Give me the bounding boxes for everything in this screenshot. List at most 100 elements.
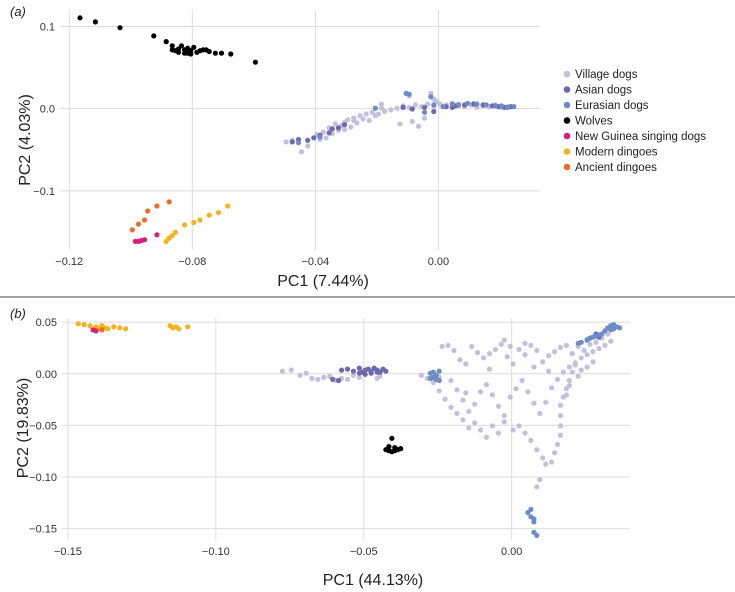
panel-b-point-village-dogs [486,351,493,357]
panel-b-label: (b) [10,306,26,321]
panel-a-point-village-dogs [422,115,428,121]
panel-b-point-asian-dogs [339,367,345,373]
panel-b-ylabel: PC2 (19.83%) [15,378,32,479]
panel-a-point-eurasian-dogs [483,102,489,108]
panel-b-point-asian-dogs [330,376,336,382]
legend-marker [563,101,571,109]
panel-a-xlabel: PC1 (7.44%) [277,273,369,290]
panel-a-xtick-label: 0.00 [428,256,449,268]
panel-b-point-eurasian-dogs [534,532,540,539]
panel-b-point-village-dogs [537,410,543,417]
panel-b-point-village-dogs [608,338,614,344]
panel-a-point-village-dogs [415,123,422,129]
panel-a-point-village-dogs [378,101,385,107]
panel-b-point-village-dogs [596,345,602,352]
panel-a-point-village-dogs [397,121,403,127]
legend-label: Eurasian dogs [575,100,649,112]
panel-b-point-village-dogs [578,367,584,373]
panel-b-point-asian-dogs [383,368,389,374]
panel-b-point-village-dogs [495,430,501,436]
panel-b-point-village-dogs [516,423,522,429]
panel-b-point-village-dogs [560,369,567,375]
panel-a-label: (a) [10,4,26,19]
panel-b-point-village-dogs [537,477,543,483]
panel-a-points [77,15,517,244]
panel-b-point-wolves [386,444,392,450]
panel-b-point-village-dogs [492,346,498,353]
panel-b-point-eurasian-dogs [531,519,537,525]
panel-b-point-village-dogs [569,369,575,375]
panel-b-point-village-dogs [501,337,507,343]
panel-b-point-village-dogs [587,341,593,347]
panel-a-point-village-dogs [298,149,305,155]
panel-b-point-village-dogs [584,352,590,358]
panel-b-point-village-dogs [510,361,516,367]
panel-b-point-eurasian-dogs [436,377,442,384]
panel-b-point-village-dogs [522,340,528,346]
panel-b-point-asian-dogs [356,370,362,376]
panel-b-point-village-dogs [472,401,478,407]
panel-a-point-asian-dogs [335,125,342,131]
panel-a-point-modern-dingoes [197,217,203,223]
panel-b-point-eurasian-dogs [608,327,614,333]
panel-b-point-village-dogs [540,455,546,461]
panel-a-point-village-dogs [394,105,400,111]
panel-a-point-asian-dogs [289,139,295,145]
panel-a-point-eurasian-dogs [492,103,498,109]
panel-a-point-wolves [191,44,197,51]
panel-b-point-village-dogs [466,408,472,414]
panel-a-point-village-dogs [332,121,338,127]
panel-b-xlabel: PC1 (44.13%) [323,572,424,589]
panel-b-point-village-dogs [350,372,356,378]
panel-b-point-village-dogs [546,368,552,374]
panel-b-point-village-dogs [549,385,555,391]
panel-a-point-wolves [203,47,209,53]
panel-b-point-village-dogs [557,402,564,408]
panel-a-point-modern-dingoes [169,233,175,239]
legend-label: Modern dingoes [575,147,658,159]
panel-b-ytick-label: 0.00 [36,369,57,381]
panel-b-point-village-dogs [516,346,522,353]
panel-b-point-village-dogs [454,387,460,393]
panel-b-point-village-dogs [566,377,573,384]
panel-a-xtick-label: −0.08 [178,256,206,268]
panel-a-point-wolves [175,49,182,55]
panel-b-point-wolves [398,446,404,452]
panel-b-point-modern-dingoes [176,326,182,332]
panel-b-point-village-dogs [451,347,457,354]
panel-b-ytick-label: 0.05 [36,317,57,329]
panel-b-xtick-label: −0.05 [350,546,378,558]
panel-a-ticks: −0.12 −0.08 −0.04 0.00 0.1 0.0 −0.1 [33,21,449,268]
panel-b-point-modern-dingoes [117,325,123,331]
panel-b-point-ancient-dingoes [99,327,105,333]
panel-a-point-village-dogs [366,117,372,124]
panel-b-point-village-dogs [463,390,469,396]
panel-a-ytick-label: 0.1 [40,21,55,33]
panel-b-point-asian-dogs [368,370,374,376]
panel-b-point-wolves [389,435,395,441]
panel-b-point-village-dogs [575,373,581,379]
panel-b-point-village-dogs [489,392,495,398]
panel-b-point-modern-dingoes [111,324,117,330]
panel-a-point-eurasian-dogs [498,103,505,109]
panel-a-point-eurasian-dogs [449,101,455,107]
panel-a-point-village-dogs [351,117,357,124]
panel-b-point-village-dogs [478,427,484,433]
panel-b-point-village-dogs [495,403,501,409]
legend-label: New Guinea singing dogs [575,131,706,143]
panel-a-point-asian-dogs [326,130,332,136]
panel-a-point-village-dogs [360,116,366,122]
panel-b-point-village-dogs [528,437,534,443]
panel-b-grid [62,318,630,540]
panel-a-point-ancient-dingoes [142,217,148,223]
panel-a-point-ancient-dingoes [145,208,151,214]
panel-a-point-eurasian-dogs [372,105,378,111]
panel-b-point-village-dogs [436,388,442,394]
panel-a-point-village-dogs [305,143,311,149]
legend-marker [563,148,571,155]
panel-a-point-village-dogs [382,108,388,115]
panel-b-point-modern-dingoes [185,324,191,330]
legend-label: Village dogs [575,69,638,81]
panel-a-point-village-dogs [283,139,289,145]
panel-a-point-modern-dingoes [172,229,178,235]
